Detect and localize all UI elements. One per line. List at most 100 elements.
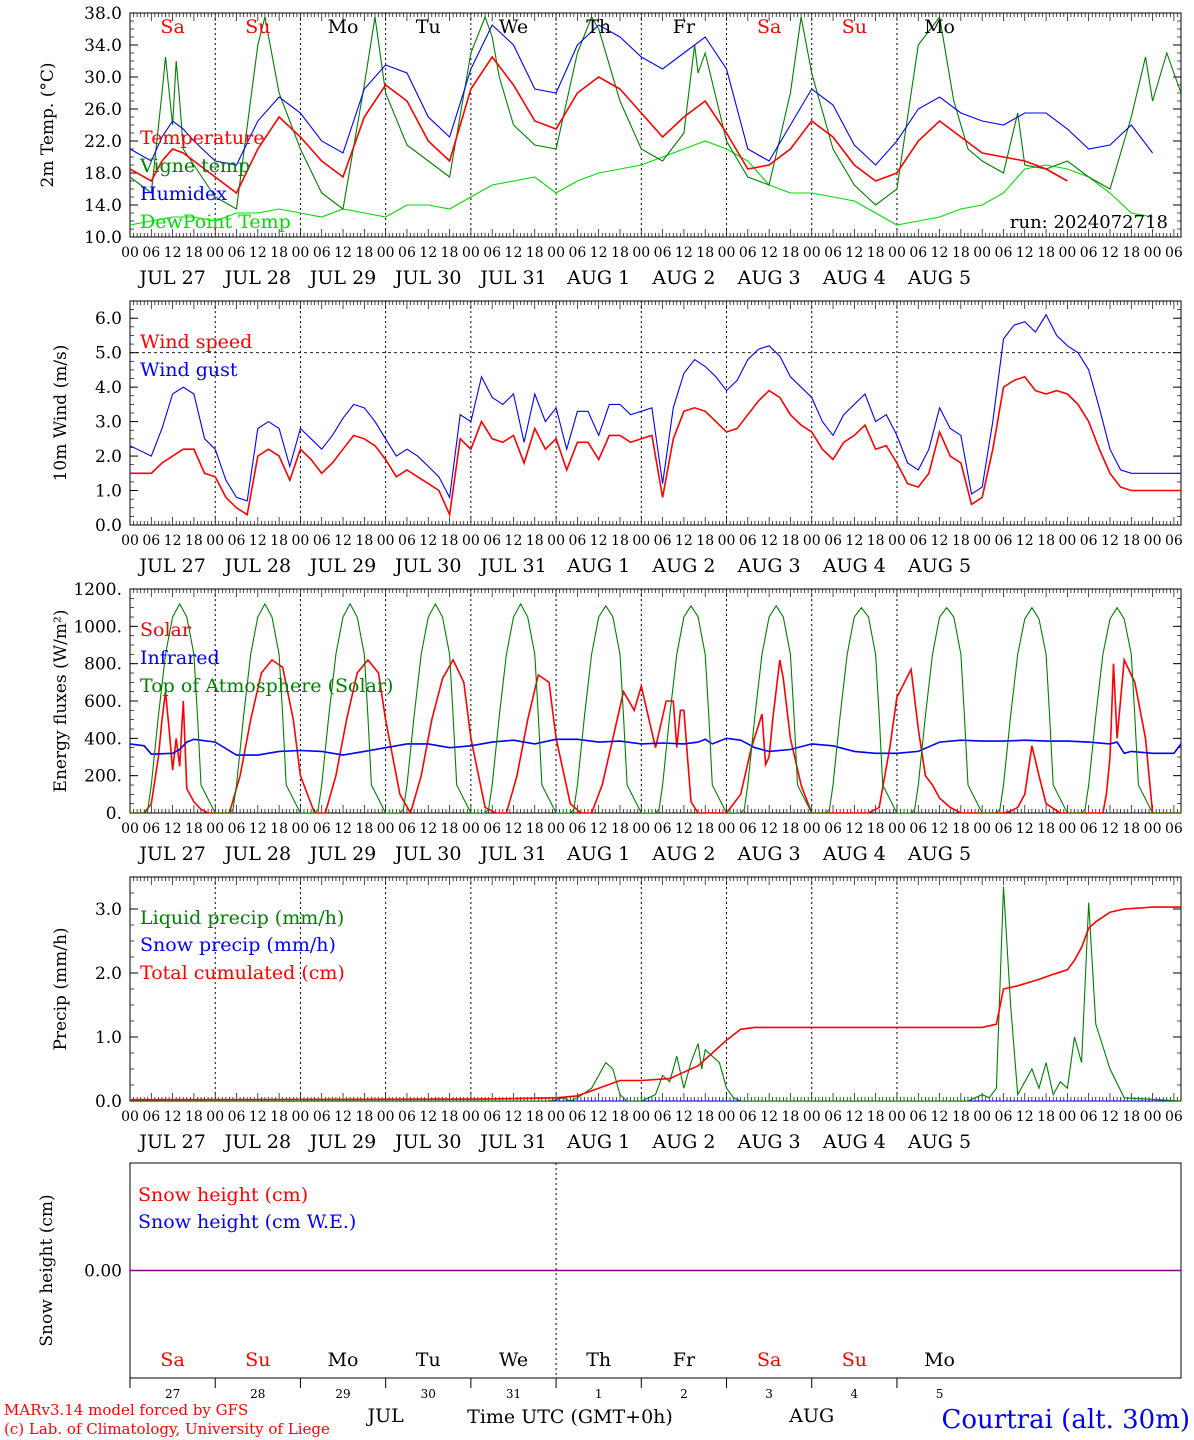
time-axis-title: Time UTC (GMT+0h) [467, 1406, 673, 1428]
day-name: Mo [924, 1349, 955, 1371]
y-tick-label: 0.00 [84, 1262, 122, 1282]
hour-label: 06 [228, 245, 246, 261]
legend-entry: Wind gust [140, 359, 238, 381]
y-tick-label: 14.0 [84, 196, 122, 216]
hour-label: 06 [909, 245, 927, 261]
hour-label: 18 [441, 1109, 459, 1125]
station-name: Courtrai (alt. 30m) [942, 1405, 1191, 1435]
y-tick-label: 38.0 [84, 4, 122, 24]
hour-label: 12 [1016, 821, 1034, 837]
hour-label: 12 [249, 821, 267, 837]
hour-label: 06 [1080, 533, 1098, 549]
y-tick-label: 1.0 [95, 482, 122, 502]
hour-label: 18 [782, 1109, 800, 1125]
hour-label: 18 [1122, 821, 1140, 837]
y-axis-title: Energy fluxes (W/m²) [51, 610, 71, 793]
hour-label: 18 [696, 821, 714, 837]
hour-label: 18 [270, 245, 288, 261]
hour-label: 00 [547, 1109, 565, 1125]
hour-label: 00 [888, 245, 906, 261]
hour-label: 12 [590, 245, 608, 261]
hour-label: 00 [973, 821, 991, 837]
day-number: 27 [165, 1387, 180, 1401]
panel-2 [129, 300, 1182, 526]
day-name: Su [842, 16, 867, 38]
hour-label: 12 [760, 1109, 778, 1125]
date-label: AUG 2 [651, 267, 715, 289]
hour-label: 00 [1058, 245, 1076, 261]
hour-label: 00 [632, 821, 650, 837]
hour-label: 18 [185, 533, 203, 549]
panel-frame [129, 300, 1182, 526]
hour-label: 18 [1037, 821, 1055, 837]
hour-label: 18 [526, 1109, 544, 1125]
hour-label: 12 [164, 1109, 182, 1125]
hour-label: 00 [1058, 821, 1076, 837]
hour-label: 06 [568, 821, 586, 837]
hour-label: 06 [909, 533, 927, 549]
hour-label: 18 [355, 245, 373, 261]
hour-label: 00 [632, 1109, 650, 1125]
series-top-of-atmosphere-solar [130, 602, 1181, 813]
date-label: JUL 31 [478, 1131, 546, 1153]
day-number: 2 [680, 1387, 688, 1401]
date-label: JUL 31 [478, 267, 546, 289]
hour-label: 12 [249, 533, 267, 549]
hour-label: 12 [675, 533, 693, 549]
hour-label: 12 [419, 533, 437, 549]
hour-label: 06 [654, 1109, 672, 1125]
day-name: Tu [416, 16, 441, 38]
hour-label: 18 [270, 821, 288, 837]
day-number: 4 [851, 1387, 859, 1401]
hour-label: 06 [824, 245, 842, 261]
date-label: JUL 28 [223, 843, 291, 865]
date-label: JUL 28 [223, 267, 291, 289]
hour-label: 00 [1058, 533, 1076, 549]
hour-label: 00 [718, 533, 736, 549]
legend-entry: Total cumulated (cm) [140, 962, 345, 984]
hour-label: 18 [1122, 245, 1140, 261]
hour-label: 06 [398, 245, 416, 261]
hour-label: 06 [1165, 821, 1183, 837]
hour-label: 12 [1101, 1109, 1119, 1125]
y-axis-title: Snow height (cm) [37, 1194, 57, 1346]
series-infrared [130, 737, 1181, 756]
hour-label: 06 [568, 245, 586, 261]
panel-5 [129, 1162, 1182, 1388]
day-name: Fr [673, 16, 696, 38]
day-name: Tu [416, 1349, 441, 1371]
series-solar [130, 656, 1181, 813]
hour-label: 18 [526, 533, 544, 549]
hour-label: 00 [973, 245, 991, 261]
date-label: JUL 29 [308, 843, 376, 865]
hour-label: 00 [292, 1109, 310, 1125]
y-tick-label: 400. [84, 729, 122, 749]
day-name: We [499, 1349, 528, 1371]
hour-label: 12 [505, 533, 523, 549]
hour-label: 12 [164, 533, 182, 549]
hour-label: 00 [632, 533, 650, 549]
hour-label: 00 [206, 533, 224, 549]
series-wind-gust [130, 313, 1181, 502]
day-name: Sa [757, 16, 781, 38]
hour-label: 18 [611, 245, 629, 261]
date-label: AUG 2 [651, 843, 715, 865]
hour-label: 00 [973, 533, 991, 549]
day-name: Th [586, 1349, 611, 1371]
hour-label: 06 [824, 1109, 842, 1125]
hour-label: 00 [1058, 1109, 1076, 1125]
hour-label: 12 [334, 1109, 352, 1125]
day-number: 28 [250, 1387, 265, 1401]
hour-label: 06 [398, 821, 416, 837]
hour-label: 12 [505, 1109, 523, 1125]
date-label: AUG 4 [822, 843, 886, 865]
date-label: AUG 3 [737, 1131, 801, 1153]
day-name: Mo [328, 1349, 359, 1371]
date-label: AUG 5 [907, 843, 971, 865]
panel-frame [129, 588, 1182, 814]
hour-label: 12 [334, 533, 352, 549]
panel-1 [129, 12, 1182, 238]
month-label: AUG [788, 1405, 834, 1427]
panel-3 [129, 588, 1182, 814]
